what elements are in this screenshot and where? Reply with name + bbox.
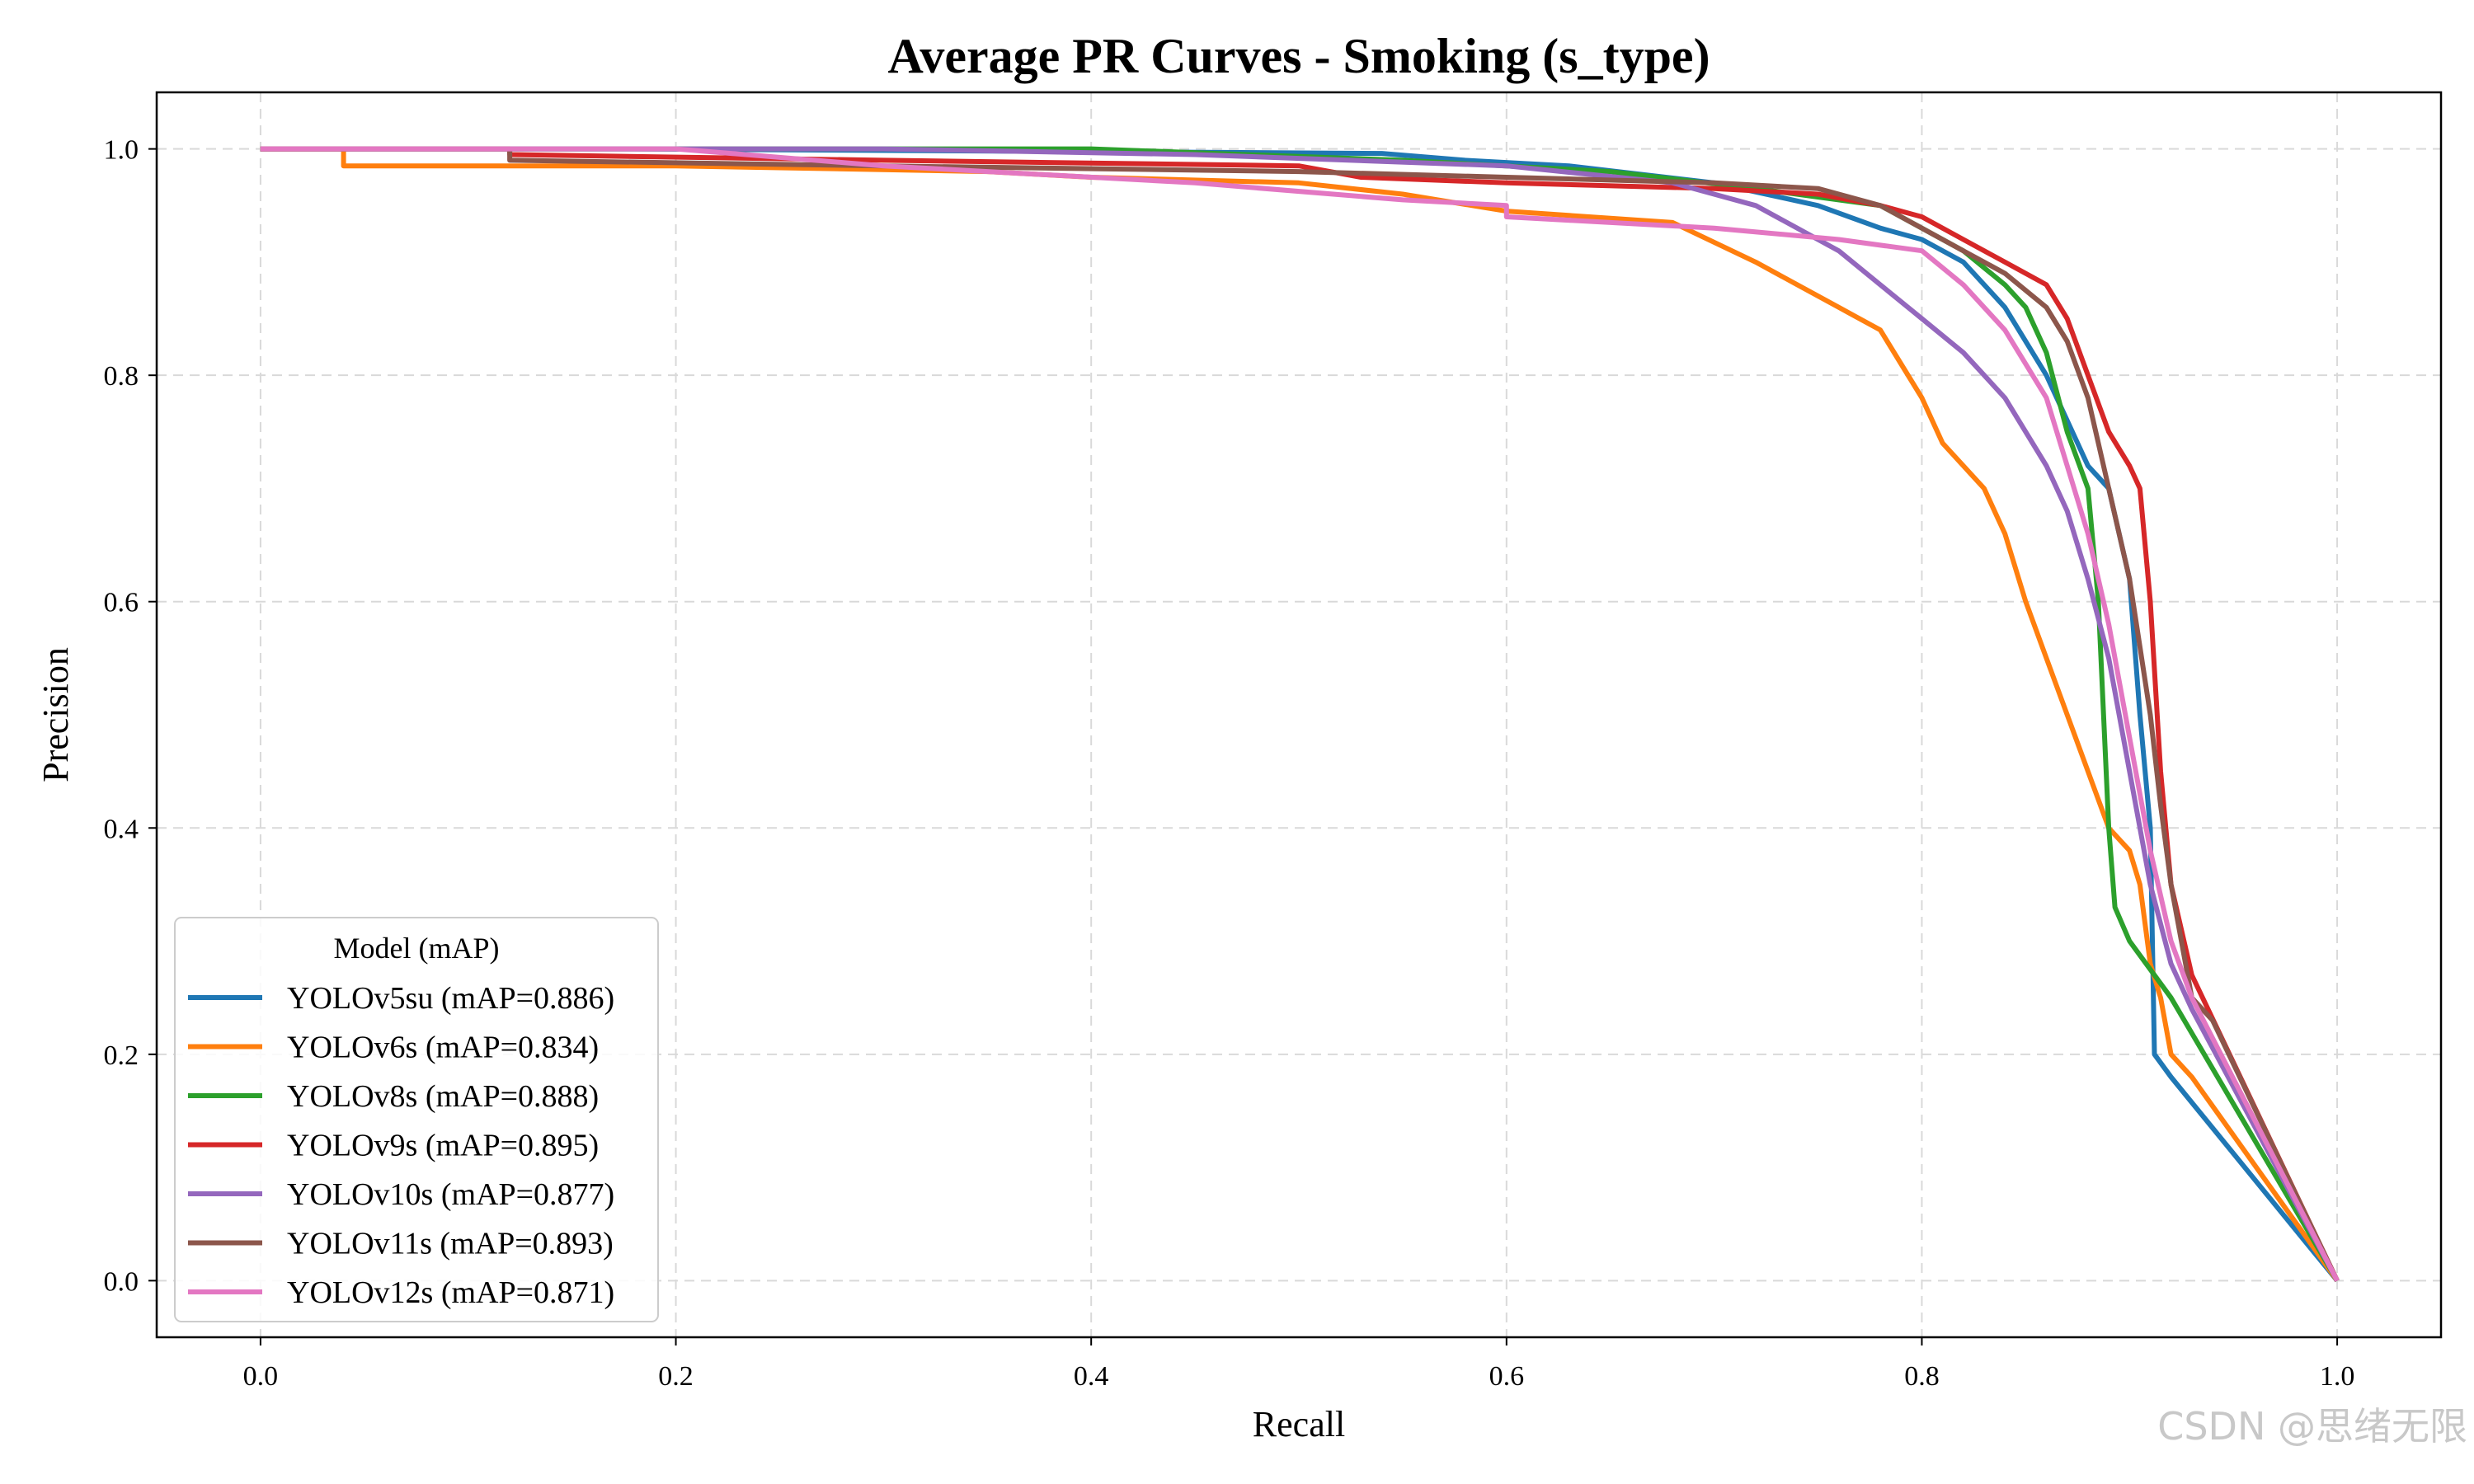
- watermark: CSDN @思绪无限: [2157, 1404, 2467, 1449]
- legend-label: YOLOv5su (mAP=0.886): [287, 981, 614, 1016]
- series-line-4: [260, 146, 2340, 1282]
- legend-title: Model (mAP): [334, 932, 500, 965]
- y-tick-label: 0.0: [104, 1266, 139, 1297]
- x-axis-label: Recall: [1253, 1404, 1345, 1444]
- chart-title: Average PR Curves - Smoking (s_type): [887, 29, 1710, 83]
- legend-label: YOLOv12s (mAP=0.871): [287, 1275, 614, 1310]
- series-line-0: [260, 146, 2340, 1283]
- legend-label: YOLOv11s (mAP=0.893): [287, 1227, 614, 1261]
- y-tick-label: 1.0: [104, 135, 139, 166]
- series-line-6: [260, 146, 2340, 1282]
- x-tick-label: 0.0: [243, 1361, 279, 1392]
- y-tick-label: 0.8: [104, 361, 139, 392]
- legend-label: YOLOv8s (mAP=0.888): [287, 1079, 599, 1114]
- legend-box: [174, 917, 659, 1322]
- y-axis-label: Precision: [35, 647, 76, 782]
- y-tick-label: 0.4: [104, 814, 139, 844]
- series-line-5: [260, 146, 2340, 1282]
- x-tick-label: 0.6: [1489, 1361, 1525, 1392]
- series-line-3: [260, 146, 2340, 1282]
- y-tick-label: 0.2: [104, 1040, 139, 1071]
- plot-frame: [155, 91, 2443, 1339]
- legend-label: YOLOv6s (mAP=0.834): [287, 1031, 599, 1065]
- x-axis-ticks: 0.0 0.2 0.4 0.6 0.8 1.0: [243, 1337, 2355, 1392]
- legend-items: YOLOv5su (mAP=0.886) YOLOv6s (mAP=0.834) Y…: [188, 981, 614, 1310]
- legend-label: YOLOv9s (mAP=0.895): [287, 1129, 599, 1163]
- x-tick-label: 0.4: [1074, 1361, 1109, 1392]
- x-tick-label: 0.8: [1904, 1361, 1940, 1392]
- y-tick-label: 0.6: [104, 588, 139, 618]
- legend: Model (mAP) YOLOv5su (mAP=0.886) YOLOv6s …: [174, 917, 659, 1322]
- y-axis-ticks: 0.0 0.2 0.4 0.6 0.8 1.0: [104, 135, 157, 1297]
- legend-label: YOLOv10s (mAP=0.877): [287, 1177, 614, 1212]
- series-lines: [260, 146, 2340, 1283]
- x-tick-label: 0.2: [658, 1361, 694, 1392]
- x-tick-label: 1.0: [2320, 1361, 2355, 1392]
